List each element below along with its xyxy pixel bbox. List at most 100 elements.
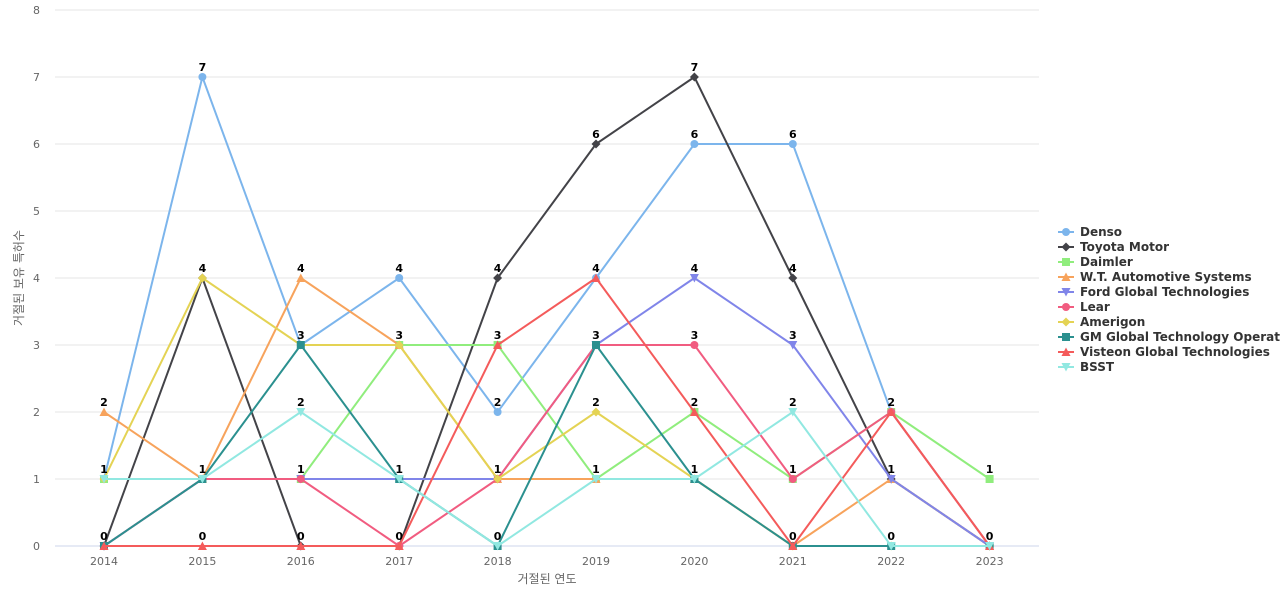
data-label: 2 bbox=[789, 396, 797, 409]
data-label: 2 bbox=[887, 396, 895, 409]
legend-marker bbox=[1061, 362, 1071, 371]
data-point bbox=[591, 407, 601, 417]
legend-marker bbox=[1061, 272, 1071, 281]
legend-swatch bbox=[1058, 227, 1074, 236]
y-tick-label: 5 bbox=[33, 205, 40, 218]
legend-label: BSST bbox=[1080, 359, 1115, 374]
data-label: 0 bbox=[100, 530, 108, 543]
data-point bbox=[689, 475, 699, 484]
x-tick-labels: 2014 2015 2016 2017 2018 2019 2020 2021 2022 2023 bbox=[90, 555, 1004, 568]
data-point bbox=[886, 542, 896, 551]
data-label: 0 bbox=[887, 530, 895, 543]
series-bsst bbox=[99, 408, 995, 551]
series-lines bbox=[99, 72, 995, 551]
data-point bbox=[788, 541, 798, 550]
data-point bbox=[394, 340, 404, 350]
series-line bbox=[103, 344, 991, 547]
legend-label: Daimler bbox=[1080, 254, 1133, 269]
legend-swatch bbox=[1058, 362, 1074, 371]
data-label: 3 bbox=[297, 329, 305, 342]
data-label: 1 bbox=[395, 463, 403, 476]
data-point bbox=[198, 73, 207, 81]
data-point bbox=[394, 475, 404, 484]
data-label: 3 bbox=[592, 329, 600, 342]
series-gm-global-technology-operat bbox=[100, 341, 994, 550]
x-tick-label: 2023 bbox=[976, 555, 1004, 568]
data-point bbox=[985, 475, 994, 483]
x-tick-label: 2022 bbox=[877, 555, 905, 568]
legend-item[interactable]: Lear bbox=[1058, 299, 1280, 314]
series-line bbox=[103, 411, 991, 547]
y-tick-label: 6 bbox=[33, 138, 40, 151]
data-point bbox=[985, 542, 995, 551]
data-label: 4 bbox=[494, 262, 502, 275]
data-label: 0 bbox=[789, 530, 797, 543]
x-axis-title: 거절된 연도 bbox=[517, 572, 576, 586]
legend-marker bbox=[1062, 257, 1070, 266]
legend-marker bbox=[1062, 302, 1070, 311]
legend-label: Denso bbox=[1080, 224, 1123, 239]
data-point bbox=[296, 475, 305, 483]
data-label: 2 bbox=[592, 396, 600, 409]
data-point bbox=[592, 341, 600, 349]
legend-marker bbox=[1061, 287, 1071, 296]
legend-swatch bbox=[1058, 317, 1074, 326]
data-labels: 2107410432104310432106432176432164321021… bbox=[100, 61, 994, 543]
data-point bbox=[788, 408, 798, 417]
data-point bbox=[689, 72, 699, 82]
data-point bbox=[493, 542, 503, 551]
legend-item[interactable]: BSST bbox=[1058, 359, 1280, 374]
legend-marker bbox=[1062, 227, 1070, 236]
x-tick-label: 2018 bbox=[484, 555, 512, 568]
data-label: 0 bbox=[494, 530, 502, 543]
data-label: 0 bbox=[986, 530, 994, 543]
data-label: 4 bbox=[789, 262, 797, 275]
data-point bbox=[591, 273, 601, 282]
data-label: 2 bbox=[297, 396, 305, 409]
data-label: 3 bbox=[395, 329, 403, 342]
legend-marker bbox=[1061, 347, 1071, 356]
legend-item[interactable]: Toyota Motor bbox=[1058, 239, 1280, 254]
data-label: 4 bbox=[199, 262, 207, 275]
data-label: 6 bbox=[592, 128, 600, 141]
series-line bbox=[103, 277, 991, 547]
legend-item[interactable]: W.T. Automotive Systems bbox=[1058, 269, 1280, 284]
data-label: 2 bbox=[691, 396, 699, 409]
data-point bbox=[99, 541, 109, 550]
data-label: 3 bbox=[789, 329, 797, 342]
data-point bbox=[296, 273, 306, 282]
data-point bbox=[591, 139, 601, 149]
data-label: 1 bbox=[887, 463, 895, 476]
data-label: 1 bbox=[691, 463, 699, 476]
data-label: 1 bbox=[592, 463, 600, 476]
legend-item[interactable]: Ford Global Technologies bbox=[1058, 284, 1280, 299]
legend-swatch bbox=[1058, 287, 1074, 296]
data-point bbox=[689, 407, 699, 416]
x-tick-label: 2014 bbox=[90, 555, 118, 568]
data-label: 1 bbox=[986, 463, 994, 476]
legend-item[interactable]: Daimler bbox=[1058, 254, 1280, 269]
legend-swatch bbox=[1058, 302, 1074, 311]
y-tick-label: 3 bbox=[33, 339, 40, 352]
data-point bbox=[493, 340, 503, 349]
data-point bbox=[689, 274, 699, 283]
data-label: 6 bbox=[789, 128, 797, 141]
legend-item[interactable]: GM Global Technology Operat... bbox=[1058, 329, 1280, 344]
y-tick-label: 4 bbox=[33, 272, 40, 285]
legend-swatch bbox=[1058, 242, 1074, 251]
y-axis-title: 거절된 보유 특허수 bbox=[12, 230, 26, 326]
data-label: 1 bbox=[297, 463, 305, 476]
data-label: 0 bbox=[199, 530, 207, 543]
y-tick-label: 2 bbox=[33, 406, 40, 419]
x-tick-label: 2020 bbox=[680, 555, 708, 568]
legend-item[interactable]: Denso bbox=[1058, 224, 1280, 239]
legend-item[interactable]: Visteon Global Technologies bbox=[1058, 344, 1280, 359]
data-point bbox=[99, 475, 109, 484]
legend-item[interactable]: Amerigon bbox=[1058, 314, 1280, 329]
data-point bbox=[493, 408, 502, 416]
data-point bbox=[394, 541, 404, 550]
data-label: 4 bbox=[592, 262, 600, 275]
data-point bbox=[788, 140, 797, 148]
data-point bbox=[99, 407, 109, 416]
